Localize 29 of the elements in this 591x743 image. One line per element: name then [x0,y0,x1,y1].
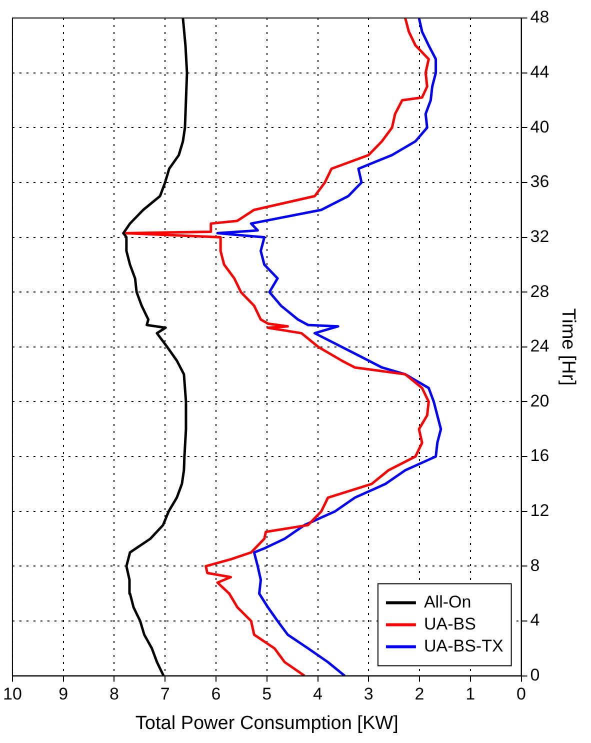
legend-label: UA-BS-TX [424,636,504,656]
y-tick-label: 48 [530,8,550,27]
y-tick-label: 16 [530,446,550,466]
y-axis-title: Time [Hr] [557,308,578,386]
y-tick-label: 8 [530,556,540,575]
legend-label: UA-BS [424,614,476,634]
x-axis-title: Total Power Consumption [KW] [135,712,398,734]
x-tick-label: 1 [466,684,476,704]
y-tick-label: 12 [530,501,550,520]
y-tick-label: 40 [530,117,550,136]
x-tick-label: 5 [262,684,272,704]
x-tick-label: 0 [516,684,526,704]
x-tick-label: 8 [109,684,119,704]
x-tick-label: 10 [2,684,22,704]
y-tick-label: 36 [530,172,550,192]
y-tick-label: 28 [530,282,550,301]
x-tick-label: 9 [58,684,68,704]
y-tick-label: 0 [530,665,540,684]
x-tick-label: 3 [364,684,374,704]
y-tick-label: 32 [530,226,550,246]
y-tick-label: 44 [530,62,550,82]
y-tick-label: 20 [530,391,550,410]
y-tick-label: 24 [530,336,550,356]
x-tick-label: 2 [414,684,424,704]
y-tick-label: 4 [530,610,540,630]
x-tick-label: 7 [160,684,170,704]
x-tick-label: 4 [313,684,322,704]
legend-label: All-On [424,592,472,612]
x-tick-label: 6 [211,684,221,704]
